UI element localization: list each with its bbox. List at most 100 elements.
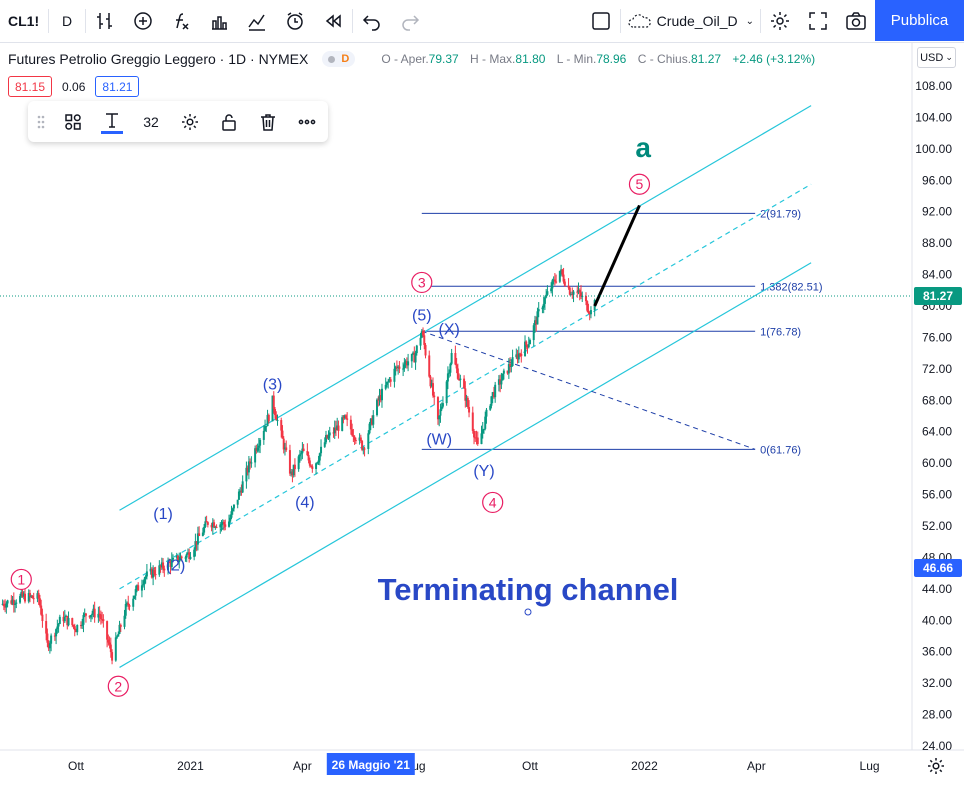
price-tick-label: 60.00 — [922, 456, 952, 470]
drawing-toolbar: 32 — [28, 101, 328, 142]
undo-button[interactable] — [353, 0, 391, 43]
candle-body — [525, 341, 528, 345]
time-tick-label: 2022 — [631, 759, 658, 773]
candle-body — [168, 561, 171, 563]
wave-paren-label: (3) — [263, 377, 283, 394]
indicators-button[interactable] — [162, 0, 200, 43]
candle-body — [323, 442, 326, 447]
redo-button[interactable] — [391, 0, 429, 43]
candle-body — [40, 605, 43, 615]
candle-body — [160, 562, 163, 568]
price-tick-label: 100.00 — [915, 142, 952, 156]
financials-button[interactable] — [200, 0, 238, 43]
candle-body — [403, 364, 406, 369]
buy-button[interactable]: 81.21 — [95, 76, 140, 97]
spread-value: 0.06 — [62, 79, 86, 94]
candle-body — [184, 557, 187, 559]
candle-body — [271, 395, 274, 422]
candle-body — [471, 412, 474, 431]
time-tick-label: Apr — [747, 759, 766, 773]
currency-select[interactable]: USD ⌄ — [917, 47, 956, 68]
candle-body — [301, 448, 304, 454]
candle-body — [506, 370, 509, 374]
font-size-button[interactable]: 32 — [143, 113, 159, 130]
candle-body — [567, 285, 570, 288]
price-tick-label: 24.00 — [922, 739, 952, 753]
candle-body — [262, 430, 265, 440]
candle-body — [48, 643, 51, 649]
templates-button[interactable] — [238, 0, 276, 43]
candle-body — [398, 366, 401, 369]
candle-body — [37, 593, 40, 599]
publish-button[interactable]: Pubblica — [875, 0, 964, 41]
interval-button[interactable]: D — [61, 13, 73, 29]
candle-body — [353, 436, 356, 441]
market-status-badge[interactable]: D — [322, 51, 356, 67]
sell-button[interactable]: 81.15 — [8, 76, 53, 97]
chart-annotation-text: Terminating channel — [378, 572, 679, 607]
candle-body — [232, 504, 235, 509]
candle-body — [587, 310, 590, 313]
candle-body — [280, 420, 283, 431]
drawing-templates-button[interactable] — [54, 101, 92, 142]
candle-body — [97, 613, 100, 618]
candle-body — [387, 381, 390, 383]
candle-body — [116, 636, 119, 638]
delete-drawing-button[interactable] — [248, 101, 287, 142]
time-tick-label: Lug — [860, 759, 880, 773]
lock-drawing-button[interactable] — [209, 101, 248, 142]
candle-body — [510, 365, 513, 367]
candle-body — [310, 465, 313, 467]
candle-body — [429, 376, 432, 387]
candle-body — [430, 383, 433, 387]
wave-circle-marker — [628, 173, 651, 195]
alert-button[interactable] — [276, 0, 314, 43]
ohlc-values: O - Aper.79.37 H - Max.81.80 L - Min.78.… — [381, 52, 815, 66]
candle-body — [578, 290, 581, 293]
candle-body — [325, 435, 328, 443]
candle-body — [117, 633, 120, 637]
candle-body — [114, 637, 117, 661]
price-tick-label: 96.00 — [922, 173, 952, 187]
snapshot-button[interactable] — [837, 0, 875, 43]
replay-button[interactable] — [314, 0, 352, 43]
layout-button[interactable] — [582, 0, 620, 43]
symbol-search-button[interactable]: CL1! — [8, 13, 40, 29]
candle-body — [526, 344, 529, 348]
candle-body — [315, 463, 318, 469]
candle-body — [332, 432, 335, 434]
candle-body — [485, 409, 488, 417]
fullscreen-button[interactable] — [799, 0, 837, 43]
add-indicator-button[interactable] — [124, 0, 162, 43]
candle-body — [144, 576, 147, 579]
candle-body — [169, 562, 172, 567]
unlock-icon — [221, 113, 236, 131]
candle-body — [431, 383, 434, 396]
candle-body — [405, 361, 408, 366]
candle-body — [436, 397, 439, 420]
settings-button[interactable] — [761, 0, 799, 43]
layout-name-button[interactable]: Crude_Oil_D ⌄ — [621, 0, 760, 43]
chart-settings-button[interactable] — [926, 756, 946, 776]
candle-body — [223, 521, 226, 525]
drawing-settings-button[interactable] — [170, 101, 209, 142]
bar-type-button[interactable] — [86, 0, 124, 43]
wave-a-label: a — [635, 132, 651, 163]
candle-body — [73, 626, 76, 631]
price-tick-label: 104.00 — [915, 110, 952, 124]
drag-handle[interactable] — [28, 101, 54, 142]
candle-body — [106, 621, 109, 640]
candle-body — [93, 608, 96, 618]
text-color-button[interactable] — [92, 101, 132, 142]
candle-body — [537, 309, 540, 312]
channel-upper-line — [119, 105, 812, 511]
price-tick-label: 92.00 — [922, 205, 952, 219]
redo-icon — [402, 15, 420, 31]
candle-body — [20, 592, 23, 597]
more-options-button[interactable] — [287, 101, 326, 142]
candle-body — [404, 361, 407, 365]
series-title[interactable]: Futures Petrolio Greggio Leggero · 1D · … — [8, 51, 309, 67]
candle-body — [342, 417, 345, 419]
candle-body — [275, 415, 278, 421]
